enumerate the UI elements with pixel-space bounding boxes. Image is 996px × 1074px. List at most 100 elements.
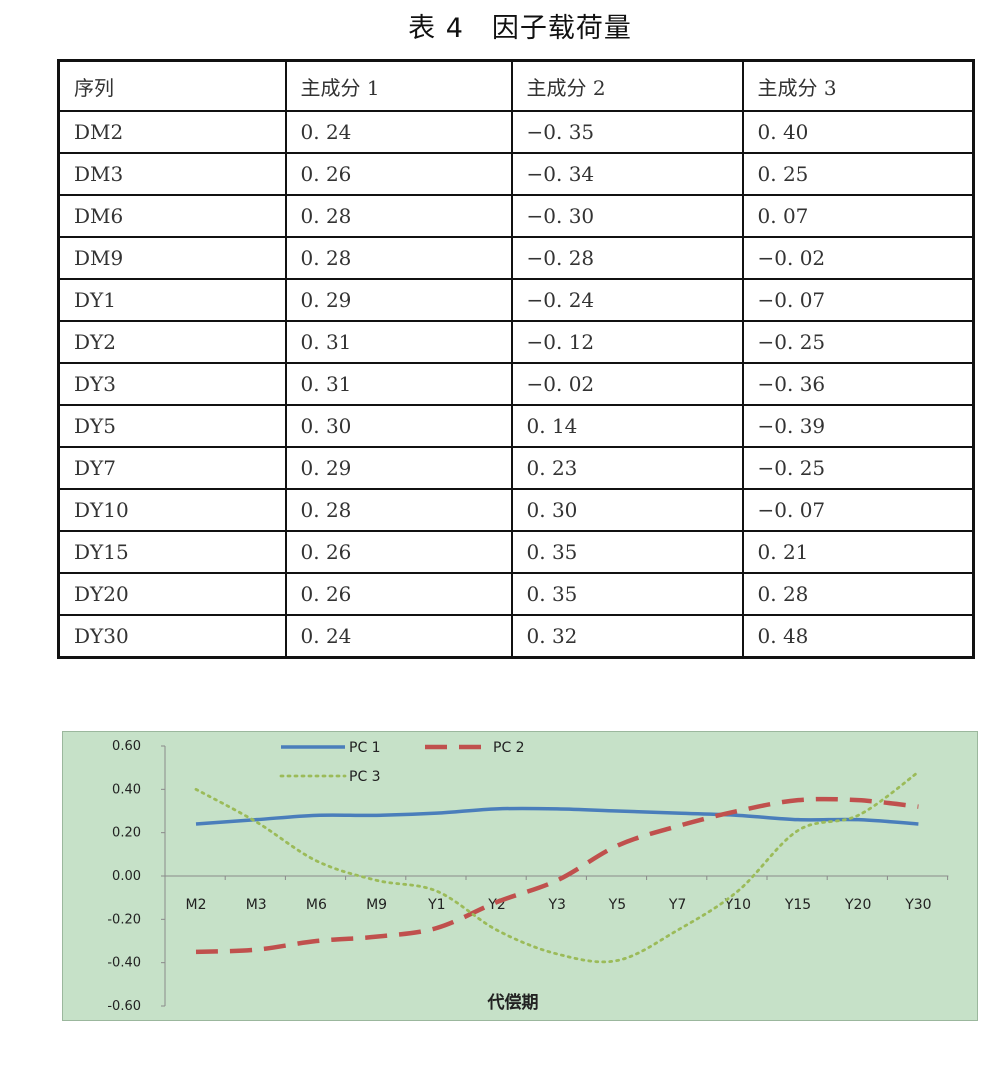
x-tick-label: M6 [306, 897, 327, 913]
series-line-pc1 [195, 806, 919, 826]
table-cell: −0. 25 [741, 320, 975, 364]
legend-label: PC 3 [349, 769, 381, 785]
table-cell: −0. 35 [510, 110, 744, 154]
table-cell: 0. 32 [510, 614, 744, 659]
table-cell: 0. 35 [510, 572, 744, 616]
x-tick-label: M3 [246, 897, 267, 913]
table-cell: −0. 02 [510, 362, 744, 406]
y-tick-label: 0.40 [112, 782, 141, 797]
x-tick-label: Y7 [668, 897, 686, 913]
table-cell: 0. 26 [284, 572, 513, 616]
table-cell: 0. 28 [284, 194, 513, 238]
legend-label: PC 1 [349, 740, 381, 756]
y-tick-label: -0.20 [107, 912, 141, 927]
table-cell: 0. 25 [741, 152, 975, 196]
table-cell: 0. 28 [284, 236, 513, 280]
table-cell: 0. 23 [510, 446, 744, 490]
x-tick-label: Y20 [844, 897, 871, 913]
table-cell: −0. 28 [510, 236, 744, 280]
x-tick-label: Y3 [547, 897, 565, 913]
table-cell: 0. 29 [284, 446, 513, 490]
table-cell: −0. 07 [741, 278, 975, 322]
table-cell: DM2 [57, 110, 287, 154]
y-tick-label: -0.40 [107, 956, 141, 971]
x-tick-label: M2 [186, 897, 207, 913]
table-row: DY30 0. 24 0. 32 0. 48 [57, 614, 975, 659]
header-cell: 主成分 2 [510, 59, 744, 112]
y-tick-label: -0.60 [107, 999, 141, 1014]
table-cell: 0. 40 [741, 110, 975, 154]
table-cell: 0. 07 [741, 194, 975, 238]
table-cell: DY5 [57, 404, 287, 448]
table-row: DY5 0. 30 0. 14 −0. 39 [57, 404, 975, 448]
table-header-row: 序列 主成分 1 主成分 2 主成分 3 [57, 59, 975, 112]
table-cell: −0. 39 [741, 404, 975, 448]
table-cell: 0. 35 [510, 530, 744, 574]
x-tick-label: Y10 [724, 897, 751, 913]
table-cell: 0. 29 [284, 278, 513, 322]
table-cell: −0. 30 [510, 194, 744, 238]
table-cell: −0. 24 [510, 278, 744, 322]
table-cell: −0. 12 [510, 320, 744, 364]
table-row: DY3 0. 31 −0. 02 −0. 36 [57, 362, 975, 406]
table-cell: DY7 [57, 446, 287, 490]
table-cell: 0. 31 [284, 362, 513, 406]
table-cell: DY30 [57, 614, 287, 659]
x-tick-label: Y1 [427, 897, 445, 913]
table-cell: 0. 30 [284, 404, 513, 448]
table-row: DY2 0. 31 −0. 12 −0. 25 [57, 320, 975, 364]
table-cell: 0. 21 [741, 530, 975, 574]
table-cell: DY1 [57, 278, 287, 322]
table-cell: 0. 26 [284, 152, 513, 196]
table-cell: 0. 28 [741, 572, 975, 616]
header-cell: 主成分 3 [741, 59, 975, 112]
table-row: DM6 0. 28 −0. 30 0. 07 [57, 194, 975, 238]
table-cell: DY3 [57, 362, 287, 406]
x-tick-label: Y15 [784, 897, 811, 913]
table-cell: DM9 [57, 236, 287, 280]
table-cell: DM6 [57, 194, 287, 238]
y-tick-label: 0.60 [112, 739, 141, 754]
table-cell: −0. 07 [741, 488, 975, 532]
table-cell: −0. 25 [741, 446, 975, 490]
table-cell: 0. 30 [510, 488, 744, 532]
table-cell: DY20 [57, 572, 287, 616]
table-cell: 0. 24 [284, 110, 513, 154]
table-row: DY10 0. 28 0. 30 −0. 07 [57, 488, 975, 532]
factor-loadings-table: 序列 主成分 1 主成分 2 主成分 3 DM2 0. 24 −0. 35 0. 40 DM3 0… [57, 59, 975, 659]
series-line-pc3 [194, 770, 920, 964]
table-row: DY15 0. 26 0. 35 0. 21 [57, 530, 975, 574]
header-cell: 序列 [57, 59, 287, 112]
table-cell: DM3 [57, 152, 287, 196]
table-cell: 0. 28 [284, 488, 513, 532]
y-tick-label: 0.20 [112, 826, 141, 841]
chart-svg: 0.60 0.40 0.20 0.00 -0.20 -0.40 -0.60 M2 M3 M6 M9 Y… [107, 739, 949, 1014]
header-cell: 主成分 1 [284, 59, 513, 112]
table-cell: DY15 [57, 530, 287, 574]
table-cell: 0. 48 [741, 614, 975, 659]
table-title: 表 4 因子载荷量 [408, 13, 632, 44]
y-tick-label: 0.00 [112, 869, 141, 884]
x-axis-label: 代偿期 [487, 992, 539, 1013]
table-cell: −0. 02 [741, 236, 975, 280]
x-tick-label: Y30 [904, 897, 931, 913]
table-row: DY1 0. 29 −0. 24 −0. 07 [57, 278, 975, 322]
table-cell: 0. 14 [510, 404, 744, 448]
table-cell: −0. 34 [510, 152, 744, 196]
table-row: DM2 0. 24 −0. 35 0. 40 [57, 110, 975, 154]
table-row: DM3 0. 26 −0. 34 0. 25 [57, 152, 975, 196]
table-row: DM9 0. 28 −0. 28 −0. 02 [57, 236, 975, 280]
table-cell: 0. 31 [284, 320, 513, 364]
table-row: DY20 0. 26 0. 35 0. 28 [57, 572, 975, 616]
table-cell: DY2 [57, 320, 287, 364]
loadings-line-chart: 0.60 0.40 0.20 0.00 -0.20 -0.40 -0.60 M2 M3 M6 M9 Y… [62, 731, 978, 1021]
series-line-pc2 [195, 796, 919, 955]
x-tick-label: Y5 [608, 897, 626, 913]
x-tick-label: M9 [366, 897, 387, 913]
legend-label: PC 2 [493, 740, 525, 756]
table-cell: −0. 36 [741, 362, 975, 406]
table-cell: 0. 26 [284, 530, 513, 574]
table-cell: DY10 [57, 488, 287, 532]
table-row: DY7 0. 29 0. 23 −0. 25 [57, 446, 975, 490]
table-cell: 0. 24 [284, 614, 513, 659]
